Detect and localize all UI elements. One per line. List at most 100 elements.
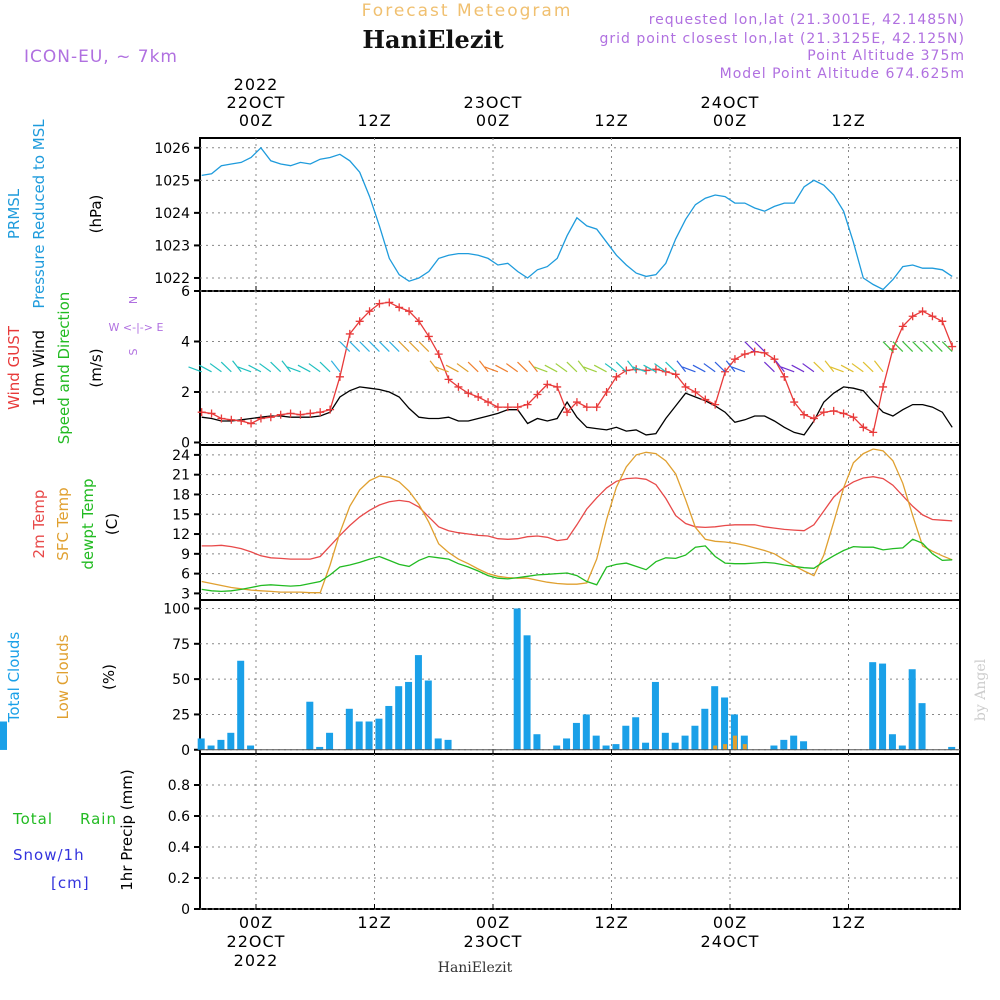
pressure-line <box>201 146 953 291</box>
y-tick-label: 0 <box>181 435 190 451</box>
gust-marker <box>276 410 285 419</box>
top-time-label: 2022 <box>234 75 279 94</box>
label-10m-wind: 10m Wind <box>30 330 48 406</box>
wind-direction-arrow <box>731 366 746 373</box>
total-cloud-bar <box>800 741 808 750</box>
gust-marker <box>306 409 315 418</box>
gust-marker <box>553 382 562 391</box>
wind-direction-arrow <box>754 341 765 353</box>
gust-marker <box>454 382 463 391</box>
gust-marker <box>651 365 660 374</box>
wind-direction-arrow <box>398 341 410 353</box>
bottom-time-label: 00Z <box>239 913 273 932</box>
gust-marker <box>434 350 443 359</box>
gust-marker <box>809 414 818 423</box>
gust-marker <box>869 428 878 437</box>
wind-direction-arrow <box>862 361 874 373</box>
panel-wind: 0 2 4 6 <box>181 284 961 451</box>
model-altitude: Model Point Altitude 674.625m <box>720 66 965 82</box>
y-tick-label: 1022 <box>154 271 190 287</box>
wind-direction-arrow <box>791 364 805 373</box>
total-cloud-bar <box>207 745 215 750</box>
wind-10m-line <box>201 386 953 436</box>
total-cloud-bar <box>434 738 442 750</box>
gust-marker <box>503 403 512 412</box>
gust-marker <box>444 375 453 384</box>
total-cloud-bar <box>681 735 689 750</box>
gust-marker <box>424 332 433 341</box>
wind-direction-arrow <box>830 366 844 373</box>
label-cm: [cm] <box>51 874 90 892</box>
label-sfc-temp: SFC Temp <box>54 487 72 560</box>
wind-direction-arrow <box>682 366 696 373</box>
total-cloud-bar <box>701 708 709 750</box>
total-cloud-bar <box>385 705 393 750</box>
panel-frame <box>199 137 961 292</box>
total-cloud-bar <box>523 635 531 750</box>
wind-direction-arrow <box>802 363 815 373</box>
gust-marker <box>592 403 601 412</box>
compass-we: W <-|-> E <box>109 321 164 334</box>
gust-marker <box>513 403 522 412</box>
total-cloud-bar <box>326 732 334 750</box>
y-tick-label: 24 <box>172 448 190 464</box>
label-wind-gust: Wind GUST <box>5 325 23 410</box>
wind-direction-arrow <box>676 360 687 373</box>
total-cloud-bar <box>770 745 778 750</box>
gust-marker <box>326 405 335 414</box>
bottom-time-label: 12Z <box>831 913 865 932</box>
y-tick-label: 0.6 <box>168 809 190 825</box>
wind-direction-arrow <box>319 361 331 373</box>
wind-direction-arrow <box>237 366 252 373</box>
y-tick-label: 6 <box>181 284 190 300</box>
wind-direction-arrow <box>198 364 212 373</box>
label-hpa: (hPa) <box>87 195 105 234</box>
total-cloud-bar <box>316 746 324 750</box>
bottom-time-label: 22OCT <box>227 932 286 951</box>
wind-direction-arrow <box>692 364 706 373</box>
total-cloud-bar <box>247 745 255 750</box>
wind-direction-arrow <box>902 341 914 353</box>
requested-lonlat: requested lon,lat (21.3001E, 42.1485N) <box>649 12 965 28</box>
wind-direction-arrow <box>824 360 835 373</box>
bottom-time-label: 12Z <box>594 913 628 932</box>
y-tick-label: 1026 <box>154 141 190 157</box>
y-tick-label: 50 <box>172 672 190 688</box>
gust-marker <box>730 355 739 364</box>
gust-marker <box>938 317 947 326</box>
wind-direction-arrow <box>912 341 923 353</box>
gust-marker <box>780 372 789 381</box>
total-cloud-bar <box>572 722 580 750</box>
gust-marker <box>928 312 937 321</box>
gust-marker <box>405 307 414 316</box>
total-cloud-bar <box>217 739 225 750</box>
gust-marker <box>247 419 256 428</box>
total-cloud-bar <box>711 686 719 750</box>
label-prmsl: PRMSL <box>5 188 23 239</box>
temp-sfc-line <box>201 448 953 594</box>
wind-direction-arrow <box>484 366 499 373</box>
wind-direction-arrow <box>359 341 370 353</box>
gust-marker <box>572 398 581 407</box>
wind-direction-arrow <box>840 364 854 373</box>
label-celsius: (C) <box>103 513 121 535</box>
y-tick-label: 75 <box>172 637 190 653</box>
panel-labels: PRMSL Pressure Reduced to MSL (hPa) Wind GU… <box>5 119 163 892</box>
footer-location: HaniElezit <box>438 960 513 976</box>
y-tick-label: 1025 <box>154 173 190 189</box>
wind-direction-arrow <box>665 361 677 373</box>
gust-marker <box>365 307 374 316</box>
temp-2m-line <box>201 476 953 560</box>
wind-direction-arrow <box>308 363 321 373</box>
low-cloud-bar <box>732 735 737 750</box>
wind-direction-arrow <box>209 363 222 373</box>
product-title: Forecast Meteogram <box>362 1 573 21</box>
total-cloud-bar <box>691 725 699 750</box>
low-cloud-bar <box>742 744 747 750</box>
gust-marker <box>879 382 888 391</box>
y-tick-label: 1024 <box>154 206 190 222</box>
gust-marker <box>829 406 838 415</box>
gust-marker <box>839 409 848 418</box>
wind-direction-arrow <box>378 341 390 353</box>
wind-direction-arrow <box>287 366 301 373</box>
